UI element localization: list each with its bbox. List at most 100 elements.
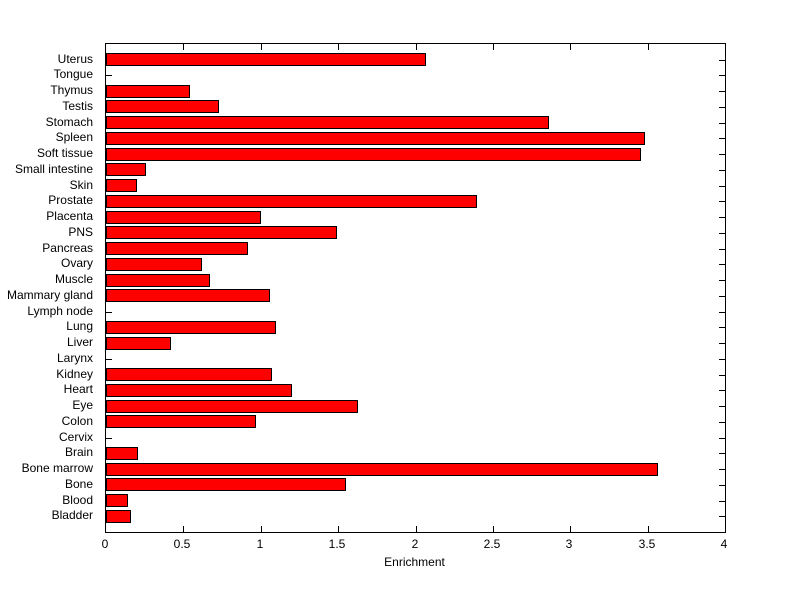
bar (106, 384, 292, 397)
category-label: Colon (61, 414, 93, 428)
x-tick-label: 1 (256, 537, 264, 551)
y-tick-right (719, 123, 725, 124)
bar (106, 148, 641, 161)
category-label: Spleen (55, 130, 93, 144)
category-axis-labels: Uterus Tongue Thymus Testis Stomach Spleen Sof… (0, 43, 99, 531)
bar (106, 321, 276, 334)
category-label: Kidney (56, 367, 93, 381)
category-label: PNS (68, 225, 93, 239)
category-label: Muscle (54, 272, 93, 286)
y-tick-right (719, 201, 725, 202)
category-label: Thymus (50, 83, 93, 97)
x-tick-label: 2.5 (483, 537, 501, 551)
bar (106, 100, 219, 113)
y-tick-right (719, 296, 725, 297)
y-tick-right (719, 406, 725, 407)
category-label: Liver (66, 335, 93, 349)
x-tick-top (183, 44, 184, 50)
x-axis-title: Enrichment (384, 555, 445, 569)
bar (106, 337, 171, 350)
category-label: Blood (62, 493, 93, 507)
x-tick-label: 0.5 (173, 537, 191, 551)
x-tick-label: 3 (565, 537, 573, 551)
y-tick-right (719, 390, 725, 391)
y-tick-left (106, 312, 112, 313)
bar (106, 447, 138, 460)
category-label: Placenta (46, 209, 93, 223)
category-label: Bladder (51, 508, 93, 522)
x-tick-bottom (183, 526, 184, 532)
category-label: Eye (72, 398, 93, 412)
y-tick-right (719, 170, 725, 171)
bar (106, 478, 346, 491)
bar (106, 85, 190, 98)
y-tick-right (719, 249, 725, 250)
bar (106, 289, 270, 302)
x-tick-top (416, 44, 417, 50)
y-tick-right (719, 154, 725, 155)
y-tick-right (719, 375, 725, 376)
y-tick-left (106, 75, 112, 76)
x-tick-label: 4 (720, 537, 728, 551)
y-tick-right (719, 343, 725, 344)
y-tick-right (719, 91, 725, 92)
category-label: Bone marrow (21, 461, 93, 475)
category-label: Soft tissue (36, 146, 93, 160)
category-label: Brain (64, 445, 93, 459)
category-label: Bone (64, 477, 93, 491)
bar (106, 242, 248, 255)
category-label: Lung (66, 319, 93, 333)
bar (106, 258, 202, 271)
bar (106, 400, 358, 413)
y-tick-right (719, 107, 725, 108)
category-label: Testis (62, 99, 93, 113)
x-tick-top (261, 44, 262, 50)
y-tick-right (719, 217, 725, 218)
bar (106, 463, 658, 476)
category-label: Stomach (45, 115, 93, 129)
bar (106, 163, 146, 176)
x-tick-bottom (261, 526, 262, 532)
category-label: Mammary gland (6, 288, 93, 302)
plot-area (105, 43, 726, 533)
x-tick-top (648, 44, 649, 50)
y-tick-right (719, 422, 725, 423)
bar (106, 226, 337, 239)
y-tick-right (719, 280, 725, 281)
category-label: Larynx (56, 351, 93, 365)
bar (106, 116, 549, 129)
bar (106, 510, 131, 523)
bar (106, 494, 128, 507)
y-tick-right (719, 359, 725, 360)
y-tick-right (719, 75, 725, 76)
bar (106, 211, 261, 224)
bar (106, 274, 210, 287)
x-tick-top (338, 44, 339, 50)
category-label: Cervix (58, 430, 93, 444)
x-tick-bottom (338, 526, 339, 532)
y-tick-right (719, 138, 725, 139)
y-tick-right (719, 60, 725, 61)
bar (106, 132, 645, 145)
x-tick-label: 2 (411, 537, 419, 551)
y-tick-right (719, 233, 725, 234)
bar (106, 195, 477, 208)
y-tick-right (719, 186, 725, 187)
y-tick-right (719, 469, 725, 470)
category-label: Prostate (48, 193, 93, 207)
bar (106, 415, 256, 428)
x-tick-bottom (416, 526, 417, 532)
y-tick-right (719, 438, 725, 439)
bar (106, 368, 272, 381)
y-tick-left (106, 438, 112, 439)
category-label: Uterus (57, 52, 93, 66)
y-tick-right (719, 501, 725, 502)
y-tick-left (106, 359, 112, 360)
category-label: Tongue (53, 67, 93, 81)
x-tick-bottom (570, 526, 571, 532)
y-tick-right (719, 516, 725, 517)
y-tick-right (719, 485, 725, 486)
x-tick-label: 1.5 (328, 537, 346, 551)
bar (106, 179, 137, 192)
x-tick-top (570, 44, 571, 50)
